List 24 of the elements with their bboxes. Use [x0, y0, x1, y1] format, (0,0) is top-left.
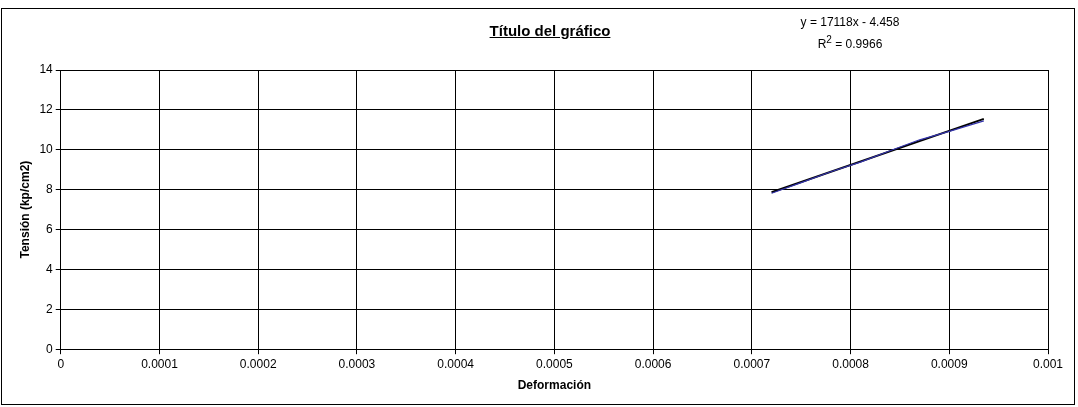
x-tick-label: 0.0008 — [832, 356, 870, 371]
x-tick-label: 0.0004 — [437, 356, 475, 371]
x-tick-label: 0.0001 — [141, 356, 179, 371]
x-tick-label: 0.0005 — [536, 356, 574, 371]
y-tick-label: 0 — [46, 341, 54, 356]
y-tick-label: 2 — [46, 301, 54, 316]
y-axis-title: Tensión (kp/cm2) — [17, 160, 32, 259]
y-tick-label: 14 — [39, 62, 54, 77]
x-tick-label: 0.0003 — [338, 356, 376, 371]
y-tick-label: 12 — [39, 102, 54, 117]
y-tick-label: 6 — [46, 221, 54, 236]
y-tick-label: 8 — [46, 181, 54, 196]
x-tick-label: 0.001 — [1032, 356, 1064, 371]
chart-title: Título del gráfico — [489, 22, 611, 39]
x-tick-label: 0.0006 — [634, 356, 672, 371]
text: R$^{2}$ = 0.9966 — [816, 33, 884, 53]
x-tick-label: 0.0002 — [239, 356, 277, 371]
y-tick-label: 10 — [39, 142, 54, 157]
x-tick-label: 0.0007 — [733, 356, 771, 371]
y-tick-label: 4 — [46, 261, 54, 276]
text: y = 17118x - 4.458 — [799, 14, 901, 31]
x-tick-label: 0.0009 — [930, 356, 968, 371]
x-tick-label: 0 — [57, 356, 65, 371]
x-axis-title: Deformación — [517, 378, 592, 393]
